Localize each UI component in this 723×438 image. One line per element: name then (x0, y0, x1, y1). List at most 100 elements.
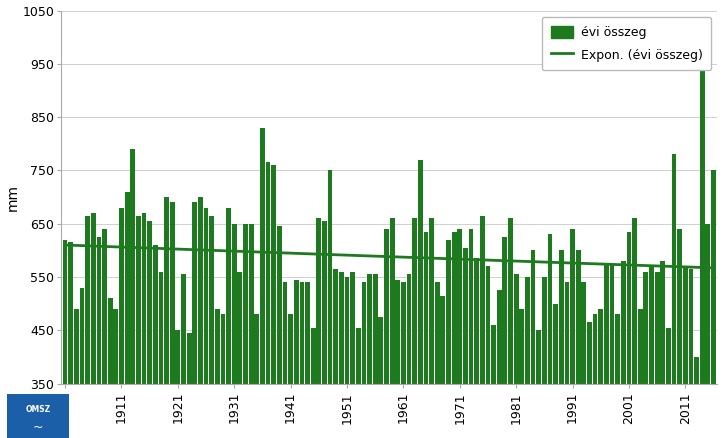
Bar (435, 283, 440, 384)
Bar (615, 314, 620, 384)
Bar (63, 240, 67, 384)
Bar (632, 219, 637, 384)
Bar (497, 290, 502, 384)
Bar (390, 219, 395, 384)
Bar (508, 219, 513, 384)
Bar (97, 237, 101, 384)
Bar (491, 325, 496, 384)
Text: ~: ~ (33, 420, 43, 434)
Bar (660, 261, 665, 384)
Bar (74, 309, 79, 384)
Bar (69, 242, 73, 384)
Bar (142, 213, 147, 384)
Bar (345, 277, 349, 384)
Text: OMSZ: OMSZ (25, 405, 51, 414)
Bar (672, 155, 677, 384)
Bar (147, 221, 152, 384)
Bar (474, 258, 479, 384)
Bar (627, 232, 631, 384)
Bar (158, 272, 163, 384)
Bar (249, 224, 254, 384)
Bar (621, 261, 625, 384)
Bar (294, 280, 299, 384)
Bar (688, 269, 693, 384)
Bar (609, 264, 615, 384)
Bar (446, 240, 451, 384)
Bar (683, 266, 688, 384)
Bar (440, 296, 445, 384)
Bar (136, 216, 141, 384)
Bar (486, 266, 490, 384)
Bar (362, 283, 367, 384)
Bar (232, 224, 236, 384)
Bar (85, 216, 90, 384)
Bar (412, 219, 417, 384)
Y-axis label: mm: mm (6, 184, 20, 211)
Bar (711, 170, 716, 384)
Bar (356, 328, 361, 384)
Bar (265, 162, 270, 384)
Bar (378, 317, 383, 384)
FancyBboxPatch shape (4, 392, 72, 438)
Bar (108, 298, 113, 384)
Bar (406, 274, 411, 384)
Legend: évi összeg, Expon. (évi összeg): évi összeg, Expon. (évi összeg) (542, 17, 711, 71)
Bar (593, 314, 597, 384)
Bar (305, 283, 310, 384)
Bar (531, 251, 536, 384)
Bar (694, 357, 699, 384)
Bar (655, 272, 659, 384)
Bar (322, 221, 327, 384)
Bar (91, 213, 95, 384)
Bar (328, 170, 333, 384)
Bar (677, 229, 682, 384)
Bar (452, 232, 456, 384)
Bar (271, 165, 276, 384)
Bar (525, 277, 530, 384)
Bar (181, 274, 186, 384)
Bar (463, 248, 468, 384)
Bar (283, 283, 287, 384)
Bar (226, 208, 231, 384)
Bar (333, 269, 338, 384)
Bar (418, 160, 423, 384)
Bar (429, 219, 434, 384)
Bar (599, 309, 603, 384)
Bar (119, 208, 124, 384)
Bar (706, 224, 710, 384)
Bar (565, 283, 569, 384)
Bar (514, 274, 518, 384)
Bar (649, 266, 654, 384)
Bar (502, 237, 508, 384)
Bar (666, 328, 671, 384)
Bar (130, 149, 135, 384)
Bar (209, 216, 214, 384)
Bar (542, 277, 547, 384)
Bar (604, 264, 609, 384)
Bar (384, 229, 389, 384)
Bar (581, 283, 586, 384)
Bar (204, 208, 208, 384)
Bar (547, 234, 552, 384)
Bar (395, 280, 400, 384)
Bar (576, 251, 581, 384)
Bar (260, 128, 265, 384)
Bar (299, 283, 304, 384)
Bar (339, 272, 343, 384)
Bar (288, 314, 293, 384)
Bar (170, 202, 175, 384)
Bar (254, 314, 260, 384)
Bar (311, 328, 315, 384)
Bar (401, 283, 406, 384)
Bar (187, 333, 192, 384)
Bar (114, 309, 119, 384)
Bar (192, 202, 197, 384)
Bar (424, 232, 428, 384)
Bar (237, 272, 242, 384)
Bar (221, 314, 226, 384)
Bar (215, 309, 220, 384)
Bar (536, 330, 541, 384)
Bar (350, 272, 355, 384)
Bar (367, 274, 372, 384)
Bar (102, 229, 107, 384)
